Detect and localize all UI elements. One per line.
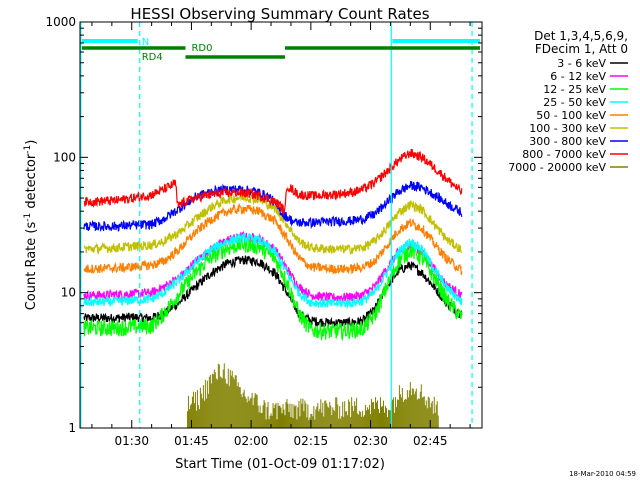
x-tick-label: 01:30 [114, 434, 149, 448]
legend-label-2: 12 - 25 keV [543, 83, 606, 96]
legend-label-8: 7000 - 20000 keV [508, 161, 606, 174]
axis-layer: 01:30 01:45 02:00 02:15 02:30 02:45 1 10 100 1000 [45, 15, 482, 448]
plot-area: N RD0 RD4 01:30 01:45 02:00 02:15 02:30 02:45 1 1… [45, 15, 483, 448]
legend-label-4: 50 - 100 keV [536, 109, 606, 122]
series-2-line [83, 236, 463, 342]
x-tick-label: 02:00 [234, 434, 269, 448]
y-axis-label: Count Rate (s-1 detector-1) [23, 140, 39, 311]
legend: Det 1,3,4,5,6,9, FDecim 1, Att 0 3 - 6 k… [508, 29, 628, 174]
x-axis-label: Start Time (01-Oct-09 01:17:02) [175, 457, 385, 472]
x-tick-label: 02:45 [413, 434, 448, 448]
series-2 [83, 236, 463, 342]
legend-label-7: 800 - 7000 keV [522, 148, 606, 161]
y-tick-label: 100 [53, 150, 76, 164]
x-tick-label: 01:45 [174, 434, 209, 448]
legend-header-line1: Det 1,3,4,5,6,9, [534, 29, 628, 43]
y-tick-label: 1 [68, 421, 76, 435]
legend-label-0: 3 - 6 keV [557, 57, 606, 70]
y-tick-label: 1000 [45, 15, 76, 29]
legend-header-line2: FDecim 1, Att 0 [535, 42, 628, 56]
series-3 [83, 232, 463, 310]
plot-frame [79, 21, 483, 429]
x-tick-label: 02:30 [353, 434, 388, 448]
series-0-line [83, 255, 463, 328]
series-5 [83, 193, 462, 255]
legend-label-5: 100 - 300 keV [529, 122, 606, 135]
series-4 [83, 202, 463, 275]
series-0 [83, 255, 463, 328]
legend-label-1: 6 - 12 keV [550, 70, 606, 83]
series-5-line [83, 193, 462, 255]
annotation-layer: N RD0 RD4 [80, 22, 481, 428]
series-layer [83, 148, 463, 428]
x-tick-label: 02:15 [294, 434, 329, 448]
timestamp: 18-Mar-2010 04:59 [569, 470, 636, 478]
y-tick-label: 10 [61, 286, 76, 300]
series-4-line [83, 202, 463, 275]
series-3-line [83, 232, 463, 310]
series-7 [83, 148, 463, 217]
series-7-line [83, 148, 463, 217]
n-label: N [142, 37, 149, 48]
chart-title: HESSI Observing Summary Count Rates [130, 5, 429, 23]
legend-label-6: 300 - 800 keV [529, 135, 606, 148]
rd0-label: RD0 [191, 43, 212, 54]
legend-label-3: 25 - 50 keV [543, 96, 606, 109]
rd4-label: RD4 [142, 52, 163, 63]
series-8 [186, 363, 439, 428]
